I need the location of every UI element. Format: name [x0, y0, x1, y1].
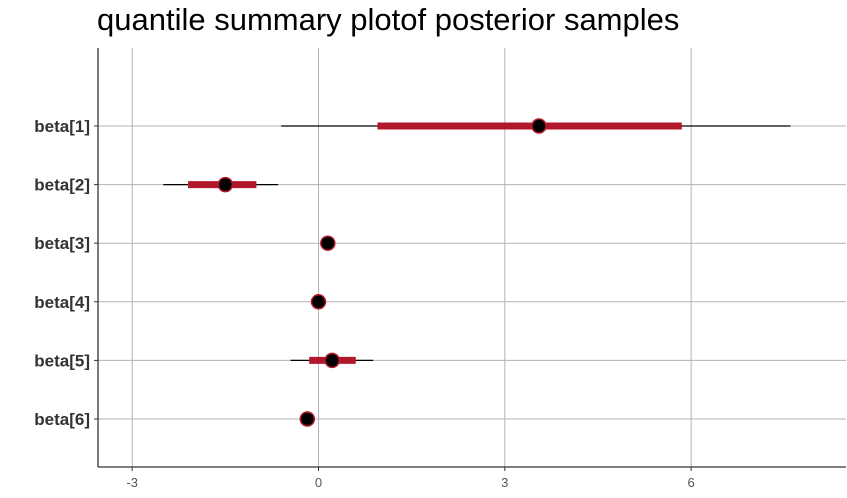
horizontal-gridlines	[98, 125, 846, 420]
point-estimate	[531, 118, 547, 134]
parameter-label: beta[4]	[34, 293, 90, 312]
point-estimate	[310, 294, 327, 310]
axes	[94, 48, 846, 471]
x-tick-label: 6	[687, 475, 694, 490]
x-tick-label: 0	[315, 475, 322, 490]
vertical-gridlines	[131, 48, 692, 467]
point-estimate	[324, 352, 340, 369]
parameter-label: beta[5]	[34, 351, 90, 370]
x-tick-labels: -3 0 3 6	[126, 475, 694, 490]
interval-marks	[163, 122, 791, 423]
point-marks	[217, 118, 547, 427]
chart-title: quantile summary plotof posterior sample…	[97, 2, 680, 37]
parameter-label: beta[6]	[34, 410, 90, 429]
point-estimate	[217, 176, 234, 193]
parameter-labels: beta[1] beta[2] beta[3] beta[4] beta[5] beta[…	[34, 117, 90, 429]
parameter-label: beta[1]	[34, 117, 90, 136]
x-tick-label: -3	[126, 475, 138, 490]
parameter-label: beta[3]	[34, 234, 90, 253]
point-estimate	[299, 411, 316, 427]
point-estimate	[320, 235, 336, 251]
parameter-label: beta[2]	[34, 176, 90, 195]
x-tick-label: 3	[501, 475, 508, 490]
